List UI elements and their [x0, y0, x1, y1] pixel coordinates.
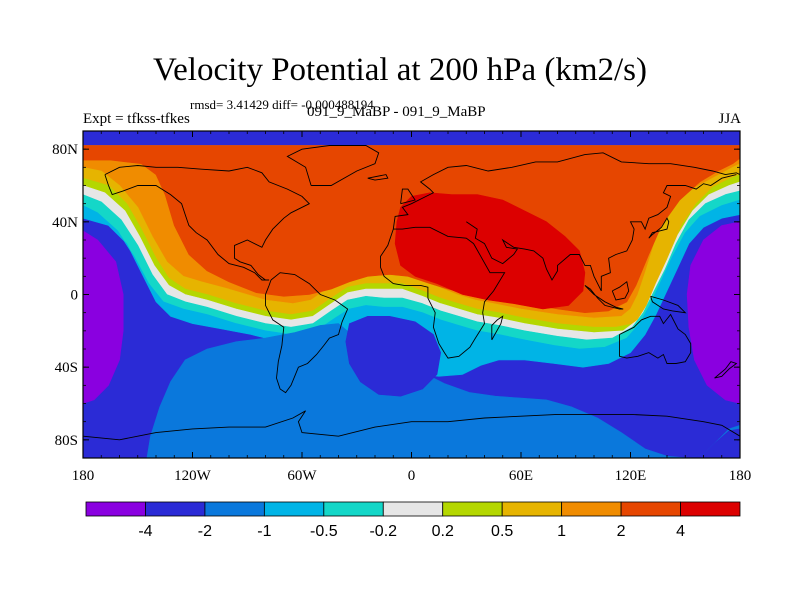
coastline-8 — [650, 295, 687, 314]
y-tick-label: 80S — [55, 433, 78, 449]
axis-ticks: 180 120W 60W 0 60E 120E 180 80N 40N 0 40S 80S — [52, 131, 751, 484]
colorbar-label: 0.5 — [491, 523, 513, 540]
colorbar-swatch — [620, 501, 681, 517]
y-tick-label: 0 — [71, 288, 79, 304]
coastline-1 — [265, 272, 349, 394]
colorbar: -4 -2 -1 -0.5 -0.2 0.2 0.5 1 2 4 — [85, 501, 741, 540]
coastlines — [83, 145, 740, 441]
coastline-13 — [83, 410, 740, 441]
region-blob-blue-south — [345, 315, 442, 397]
x-tick-label: 180 — [729, 468, 752, 484]
colorbar-label: 0.2 — [432, 523, 454, 540]
coastline-12 — [648, 217, 670, 239]
coastline-14 — [400, 188, 416, 205]
colorbar-label: -0.2 — [369, 523, 397, 540]
season-label: JJA — [718, 111, 741, 127]
experiment-label: Expt = tfkss-tfkes — [83, 111, 190, 127]
coastline-2 — [286, 145, 380, 186]
region-blob-violet-west — [83, 230, 124, 404]
y-tick-label: 40N — [52, 215, 78, 231]
coastline-3 — [380, 226, 506, 359]
colorbar-swatch — [85, 501, 146, 517]
coastline-6 — [584, 285, 624, 310]
region-blob-red — [394, 192, 586, 310]
coastline-9 — [619, 313, 692, 364]
contour-fills — [83, 145, 740, 458]
colorbar-label: -2 — [198, 523, 212, 540]
coastline-15 — [367, 174, 389, 181]
colorbar-swatch — [263, 501, 325, 517]
coastline-11 — [491, 315, 504, 341]
colorbar-swatch — [145, 501, 206, 517]
coastline-10 — [714, 361, 738, 379]
colorbar-label: 4 — [676, 523, 685, 540]
coastline-4 — [392, 152, 740, 230]
y-tick-label: 80N — [52, 142, 78, 158]
colorbar-swatch — [442, 501, 503, 517]
colorbar-swatch — [204, 501, 265, 517]
colorbar-swatch — [501, 501, 563, 517]
coastline-0 — [104, 165, 311, 281]
case-label: 091_9_MaBP - 091_9_MaBP — [307, 104, 486, 120]
colorbar-swatch — [680, 501, 741, 517]
colorbar-label: -0.5 — [310, 523, 338, 540]
colorbar-label: -1 — [257, 523, 271, 540]
y-tick-label: 40S — [55, 360, 78, 376]
x-tick-label: 60E — [509, 468, 533, 484]
region-blob-blue-southeast — [688, 428, 740, 458]
colorbar-swatch — [382, 501, 444, 517]
x-tick-label: 180 — [72, 468, 95, 484]
region-blob-violet-east — [686, 221, 740, 404]
x-tick-label: 0 — [408, 468, 416, 484]
colorbar-label: 1 — [557, 523, 566, 540]
colorbar-swatch — [561, 501, 622, 517]
colorbar-swatch — [323, 501, 384, 517]
stats-label: rmsd= 3.41429 diff= -0.000488194 — [190, 97, 374, 112]
colorbar-label: -4 — [138, 523, 152, 540]
colorbar-label: 2 — [617, 523, 626, 540]
x-tick-label: 120E — [615, 468, 647, 484]
coastline-7 — [611, 281, 630, 301]
chart-title: Velocity Potential at 200 hPa (km2/s) — [152, 52, 648, 88]
x-tick-label: 60W — [287, 468, 317, 484]
x-tick-label: 120W — [174, 468, 212, 484]
coastline-5 — [466, 174, 737, 292]
